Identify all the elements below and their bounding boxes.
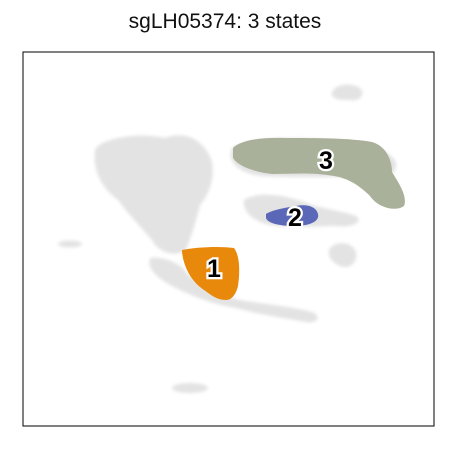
background-cluster <box>172 383 208 393</box>
state-3-label: 3 <box>319 147 333 175</box>
state-3-cells <box>233 137 405 209</box>
state-1-region <box>182 246 240 300</box>
state-1-label: 1 <box>207 255 221 283</box>
state-2-region <box>266 205 319 226</box>
background-cluster <box>94 135 213 254</box>
state-1-cells <box>182 246 240 300</box>
background-cluster <box>58 240 82 248</box>
background-cluster <box>328 243 357 268</box>
plot-frame <box>22 51 435 427</box>
background-cells <box>58 84 397 393</box>
state-2-cells <box>266 205 319 226</box>
chart-title: sgLH05374: 3 states <box>128 10 322 33</box>
state-3-region <box>233 137 405 209</box>
background-cluster <box>250 306 290 314</box>
background-cluster <box>331 84 363 101</box>
background-cluster <box>149 257 318 323</box>
state-2-label: 2 <box>288 204 302 232</box>
